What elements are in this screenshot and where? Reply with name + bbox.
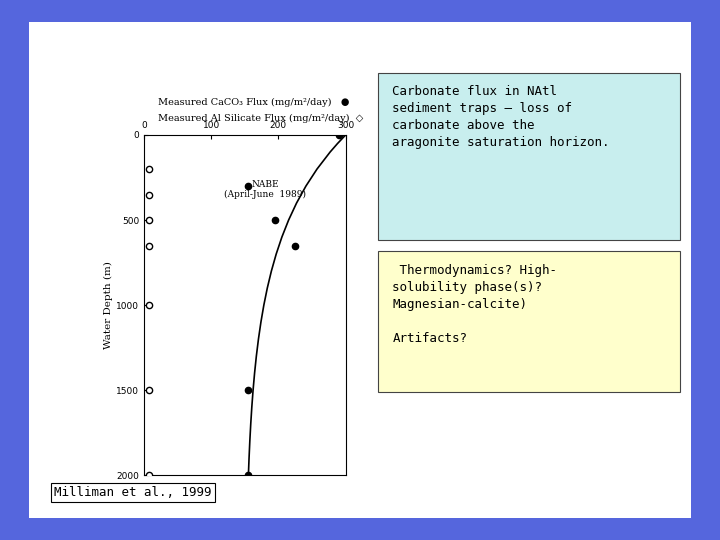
Text: NABE
(April-June  1989): NABE (April-June 1989)	[224, 180, 306, 199]
Text: Measured CaCO₃ Flux (mg/m²/day)   ●: Measured CaCO₃ Flux (mg/m²/day) ●	[158, 98, 350, 107]
Text: Thermodynamics? High-
solubility phase(s)?
Magnesian-calcite)

Artifacts?: Thermodynamics? High- solubility phase(s…	[392, 264, 557, 345]
Text: Carbonate flux in NAtl
sediment traps – loss of
carbonate above the
aragonite sa: Carbonate flux in NAtl sediment traps – …	[392, 85, 610, 150]
Text: Measured Al Silicate Flux (mg/m²/day)  ◇: Measured Al Silicate Flux (mg/m²/day) ◇	[158, 114, 364, 123]
Y-axis label: Water Depth (m): Water Depth (m)	[104, 261, 113, 349]
Text: Milliman et al., 1999: Milliman et al., 1999	[54, 486, 212, 499]
